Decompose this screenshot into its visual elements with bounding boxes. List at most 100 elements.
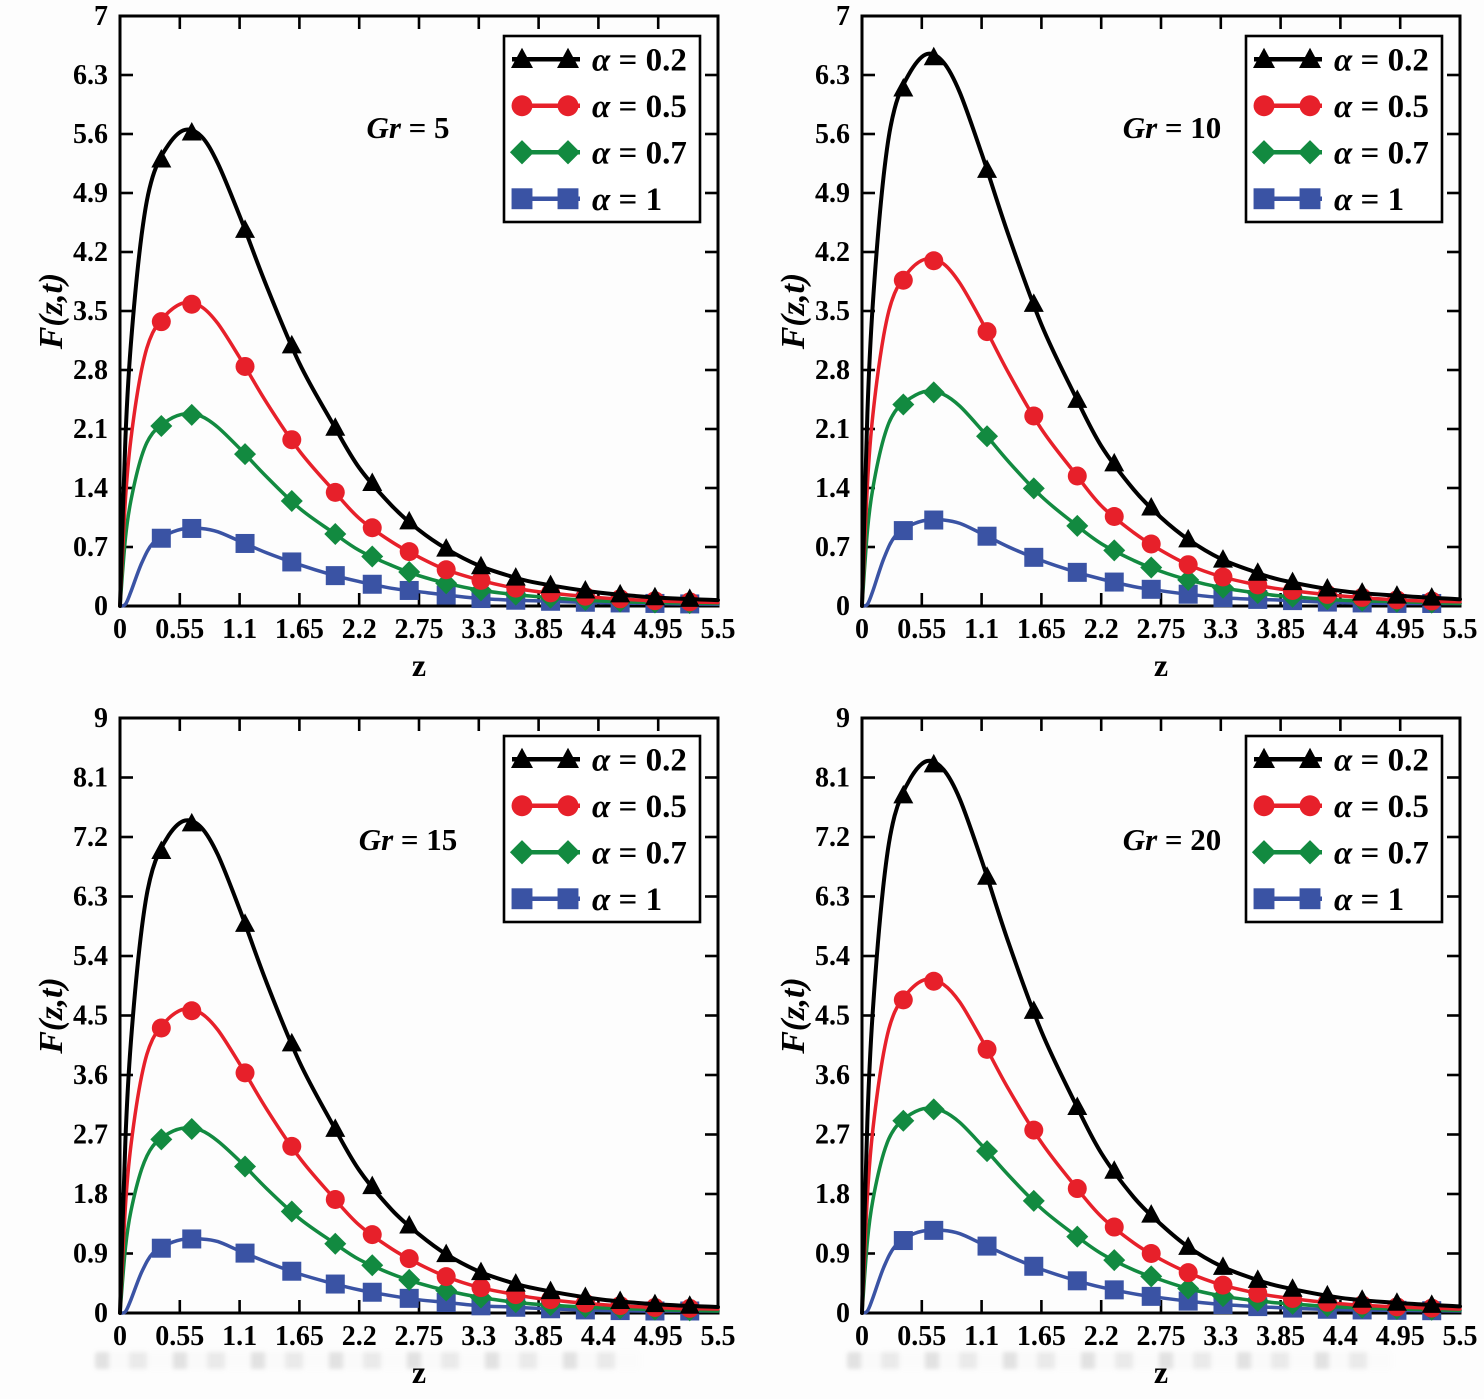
marker-square <box>977 526 997 546</box>
marker-circle <box>1067 1179 1087 1199</box>
legend-marker-diamond <box>509 140 535 165</box>
marker-triangle <box>362 472 383 491</box>
marker-circle <box>924 971 944 991</box>
y-tick-label: 3.5 <box>73 296 108 327</box>
legend-label: α = 0.2 <box>592 742 687 778</box>
marker-diamond <box>1103 539 1126 562</box>
marker-triangle <box>575 1286 596 1305</box>
marker-diamond <box>180 403 203 426</box>
legend-label: α = 0.7 <box>592 835 687 871</box>
legend-marker-square <box>511 888 533 910</box>
x-tick-label: 0 <box>855 614 869 645</box>
x-tick-label: 2.75 <box>395 1321 444 1352</box>
marker-triangle <box>1104 1160 1125 1179</box>
marker-triangle <box>1023 293 1044 312</box>
y-tick-label: 6.3 <box>815 60 850 91</box>
marker-triangle <box>644 1293 665 1313</box>
legend-label: α = 0.2 <box>1334 742 1429 778</box>
y-tick-label: 3.6 <box>815 1060 850 1091</box>
marker-diamond <box>398 561 421 584</box>
legend-label: α = 0.2 <box>1334 42 1429 78</box>
marker-diamond <box>1022 1189 1045 1212</box>
marker-circle <box>325 1189 345 1209</box>
marker-diamond <box>324 523 347 546</box>
marker-triangle <box>1352 582 1373 601</box>
marker-circle <box>182 294 202 314</box>
panel-title: Gr = 10 <box>1123 110 1222 145</box>
x-tick-label: 2.2 <box>342 1321 377 1352</box>
marker-triangle <box>505 1273 526 1292</box>
marker-circle <box>1104 1217 1124 1237</box>
y-tick-label: 4.5 <box>73 1001 108 1032</box>
legend-marker-circle <box>1299 795 1321 817</box>
x-tick-label: 2.2 <box>1084 614 1119 645</box>
y-tick-label: 6.3 <box>73 882 108 913</box>
series-markers-triangle <box>151 121 700 607</box>
legend-label: α = 0.5 <box>1334 89 1429 125</box>
x-tick-label: 0.55 <box>897 1321 946 1352</box>
marker-triangle <box>181 812 202 832</box>
marker-circle <box>399 542 419 562</box>
x-tick-label: 0.55 <box>155 1321 204 1352</box>
marker-triangle <box>893 77 914 97</box>
y-tick-label: 6.3 <box>73 60 108 91</box>
series-markers-triangle <box>893 46 1442 606</box>
marker-circle <box>1248 1283 1268 1303</box>
x-tick-label: 1.65 <box>1017 614 1066 645</box>
marker-diamond <box>976 1140 999 1163</box>
chart-panel-gr-15: 0 0.55 1.1 1.65 2.2 2.75 3.3 3.85 4.4 4.95 5.5 0 0.9… <box>0 700 742 1399</box>
legend-box <box>1244 34 1444 224</box>
y-tick-label: 0.7 <box>73 532 108 563</box>
y-axis-label: F(z,t) <box>775 977 812 1055</box>
legend-label: α = 0.2 <box>592 42 687 78</box>
y-tick-label: 9 <box>836 703 850 734</box>
legend: α = 0.2 α = 0.5 α = 0.7 α = 1 <box>502 34 702 224</box>
legend-label: α = 0.5 <box>592 89 687 125</box>
y-tick-label: 7.2 <box>73 822 108 853</box>
marker-diamond <box>922 1098 945 1121</box>
panel-title: Gr = 5 <box>366 110 449 145</box>
marker-diamond <box>361 545 384 568</box>
y-tick-label: 4.9 <box>73 178 108 209</box>
marker-circle <box>1024 406 1044 426</box>
marker-square <box>1104 1280 1124 1300</box>
x-tick-label: 4.4 <box>581 614 616 645</box>
x-tick-label: 2.2 <box>1084 1321 1119 1352</box>
x-tick-label: 2.75 <box>395 614 444 645</box>
series-line-diamond <box>860 1106 1462 1315</box>
marker-triangle <box>1352 1289 1373 1308</box>
y-tick-label: 1.4 <box>815 473 850 504</box>
x-tick-label: 2.2 <box>342 614 377 645</box>
x-tick-label: 5.5 <box>701 1321 736 1352</box>
legend-marker-square <box>1299 188 1321 210</box>
marker-square <box>436 585 456 605</box>
y-tick-label: 3.5 <box>815 296 850 327</box>
marker-square <box>924 510 944 530</box>
marker-circle <box>471 570 491 590</box>
chart-Gr-5: 0 0.55 1.1 1.65 2.2 2.75 3.3 3.85 4.4 4.95 5.5 0 0.7… <box>33 1 736 683</box>
marker-circle <box>1067 466 1087 486</box>
legend-box <box>1244 734 1444 924</box>
marker-circle <box>1213 1275 1233 1295</box>
x-tick-label: 5.5 <box>701 614 736 645</box>
marker-diamond <box>892 1109 915 1132</box>
marker-circle <box>1178 555 1198 575</box>
marker-square <box>182 518 202 538</box>
chart-Gr-20: 0 0.55 1.1 1.65 2.2 2.75 3.3 3.85 4.4 4.95 5.5 0 0.9… <box>775 703 1478 1390</box>
marker-square <box>893 521 913 541</box>
marker-circle <box>1141 1244 1161 1263</box>
marker-circle <box>977 322 997 342</box>
series-markers-circle <box>893 971 1442 1318</box>
x-tick-label: 4.4 <box>1323 1321 1358 1352</box>
marker-circle <box>325 482 345 502</box>
y-tick-label: 4.2 <box>73 237 108 268</box>
legend: α = 0.2 α = 0.5 α = 0.7 α = 1 <box>502 734 702 924</box>
marker-square <box>235 533 255 553</box>
x-tick-label: 3.3 <box>1203 1321 1238 1352</box>
marker-circle <box>924 251 944 271</box>
legend-label: α = 1 <box>1334 182 1404 218</box>
legend-marker-triangle <box>1299 747 1321 769</box>
marker-diamond <box>1066 1225 1089 1248</box>
legend-marker-circle <box>1253 95 1275 117</box>
legend-marker-triangle <box>511 747 533 769</box>
